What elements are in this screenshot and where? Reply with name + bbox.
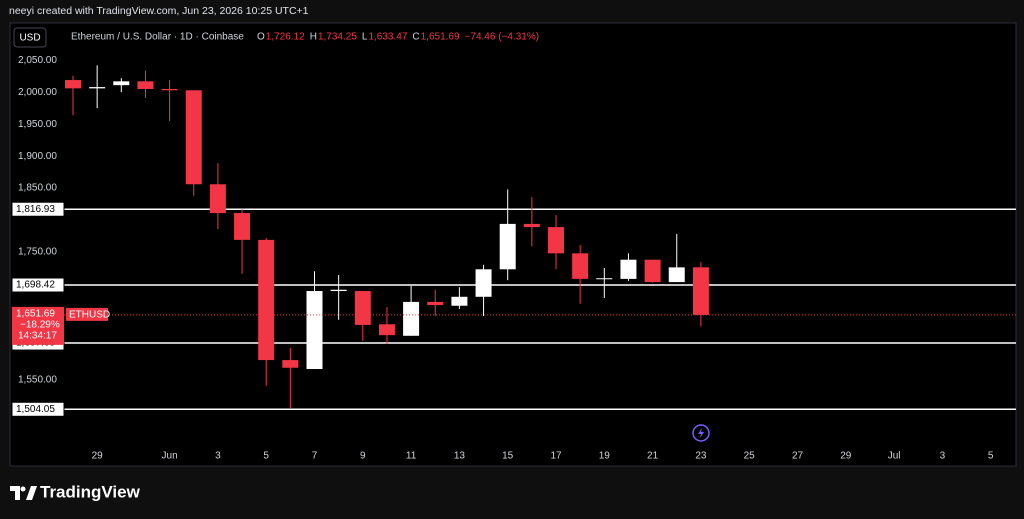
chart-title: Ethereum / U.S. Dollar · 1D · Coinbase	[71, 32, 244, 43]
candle-body	[451, 296, 468, 306]
candle-body	[234, 213, 251, 240]
y-tick-label: 1,950.00	[18, 119, 57, 130]
price-tag-box	[12, 306, 64, 345]
candle-body	[185, 90, 202, 185]
price-tag-change: −18.29%	[20, 320, 60, 331]
x-tick-label: 3	[215, 451, 221, 462]
candle-body	[306, 291, 323, 370]
y-tick-label: 2,000.00	[18, 87, 57, 98]
candle-body	[620, 259, 637, 279]
y-tick-label: 1,750.00	[18, 247, 57, 258]
hline-label: 1,504.05	[16, 404, 55, 415]
brand: TradingView	[40, 482, 141, 501]
hline-label: 1,698.42	[16, 280, 55, 291]
price-tag-value: 1,651.69	[16, 309, 55, 320]
plot: 2,050.00 2,000.00 1,950.00 1,900.00 1,850.00…	[11, 55, 1016, 462]
candle-body	[668, 267, 685, 283]
candle-body	[403, 301, 420, 336]
candle-body	[65, 80, 81, 89]
candle-body	[475, 269, 492, 297]
candle-body	[137, 81, 154, 89]
candle-body	[330, 289, 347, 292]
candle-body	[282, 360, 299, 368]
y-tick-label: 1,550.00	[18, 375, 57, 386]
ohlc-value: 1,651.69	[421, 32, 460, 43]
x-tick-label: Jun	[162, 451, 178, 462]
change: −74.46 (−4.31%)	[465, 32, 540, 43]
symbol-tag: ETHUSD	[69, 310, 110, 321]
x-tick-label: 9	[360, 451, 366, 462]
currency-box	[13, 27, 47, 48]
x-tick-label: 23	[695, 451, 707, 462]
candle-body	[354, 291, 371, 325]
brand-logo	[10, 486, 37, 500]
candle-body	[113, 81, 130, 86]
y-tick-label: 1,850.00	[18, 183, 57, 194]
x-tick-label: 3	[940, 451, 946, 462]
candle-body	[499, 223, 516, 270]
x-tick-label: 11	[406, 451, 417, 462]
ohlc-legend: O 1,726.12 H 1,734.25 L 1,633.47 C 1,651.69 −74.…	[257, 32, 539, 43]
x-tick-label: 7	[312, 451, 318, 462]
currency: USD	[19, 33, 40, 44]
attribution: neeyi created with TradingView.com, Jun …	[9, 5, 309, 17]
candle-body	[572, 253, 589, 279]
ohlc-value: 1,633.47	[368, 32, 407, 43]
candle-body	[161, 89, 178, 91]
candle-body	[209, 184, 226, 214]
price-tag-countdown: 14:34:17	[18, 331, 57, 342]
y-tick-label: 1,900.00	[18, 151, 57, 162]
x-tick-label: 19	[599, 451, 611, 462]
x-tick-label: 25	[744, 451, 756, 462]
ohlc-key: H	[310, 32, 317, 43]
x-tick-label: Jul	[888, 451, 901, 462]
hline-label-box	[11, 277, 65, 293]
ohlc-key: O	[257, 32, 265, 43]
candle-body	[692, 267, 709, 315]
candle-body	[89, 87, 106, 89]
hline-label-box	[11, 401, 65, 417]
candle-body	[258, 239, 275, 361]
x-tick-label: 17	[550, 451, 562, 462]
candle-body	[523, 223, 540, 228]
x-tick-label: 21	[647, 451, 659, 462]
x-tick-label: 5	[988, 451, 994, 462]
x-tick-label: 5	[263, 451, 269, 462]
x-tick-label: 27	[792, 451, 804, 462]
ohlc-key: L	[362, 32, 368, 43]
x-tick-label: 15	[502, 451, 514, 462]
ohlc-key: C	[412, 32, 419, 43]
hline-label: 1,816.93	[16, 204, 55, 215]
candle-body	[548, 227, 564, 254]
ohlc-value: 1,734.25	[318, 32, 357, 43]
y-tick-label: 2,050.00	[18, 55, 57, 66]
candle-body	[378, 324, 395, 336]
symbol-tag-box	[66, 307, 108, 321]
event-icon	[692, 424, 710, 442]
ohlc-value: 1,726.12	[266, 32, 305, 43]
x-tick-label: 29	[92, 451, 104, 462]
candle-body	[644, 259, 661, 283]
x-tick-label: 29	[840, 451, 852, 462]
candle-body	[427, 301, 444, 306]
hline-label-box	[11, 201, 65, 217]
x-tick-label: 13	[454, 451, 466, 462]
candle-body	[596, 278, 613, 280]
